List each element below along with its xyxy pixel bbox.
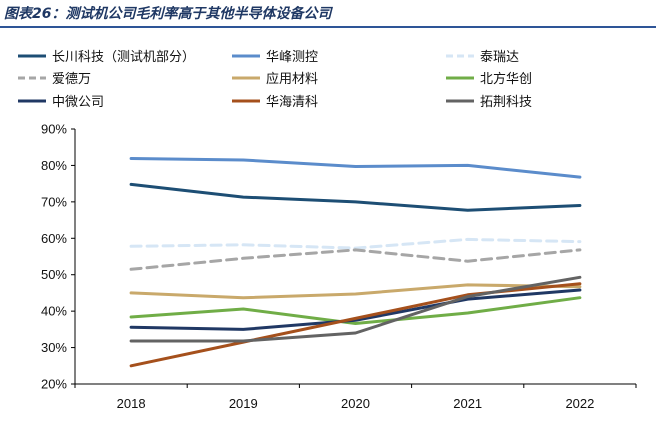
- legend-item: 长川科技（测试机部分）: [18, 50, 195, 65]
- legend-item: 应用材料: [232, 71, 318, 87]
- legend-label: 北方华创: [480, 71, 532, 87]
- legend-label: 爱德万: [52, 72, 91, 87]
- x-tick-label: 2018: [117, 396, 146, 411]
- x-axis: 2018 2019 2020 2021 2022: [74, 383, 637, 411]
- y-tick-label: 20%: [41, 377, 67, 392]
- title-rule: [0, 26, 656, 28]
- y-tick-label: 70%: [41, 194, 67, 209]
- legend-label: 华海清科: [266, 95, 318, 110]
- y-axis: 90% 80% 70% 60% 50% 40% 30% 20%: [41, 122, 76, 392]
- legend-item: 华海清科: [232, 95, 318, 110]
- legend-label: 中微公司: [52, 95, 104, 110]
- legend-item: 华峰测控: [232, 50, 318, 65]
- x-tick-label: 2020: [341, 396, 370, 411]
- series-line: [129, 296, 582, 325]
- x-tick-label: 2021: [453, 396, 482, 411]
- y-tick-label: 60%: [41, 231, 67, 246]
- y-tick-label: 30%: [41, 340, 67, 355]
- legend-label: 泰瑞达: [480, 50, 519, 65]
- legend-item: 爱德万: [18, 72, 91, 87]
- legend-label: 长川科技（测试机部分）: [52, 50, 195, 65]
- series-line: [129, 283, 582, 300]
- series-line: [129, 182, 582, 212]
- series-line: [129, 275, 582, 343]
- series-line: [129, 288, 582, 331]
- legend-item: 北方华创: [446, 71, 532, 87]
- legend-label: 拓荆科技: [480, 94, 532, 110]
- series-lines: [129, 157, 582, 368]
- x-tick-label: 2022: [565, 396, 594, 411]
- legend-item: 泰瑞达: [446, 50, 519, 65]
- y-tick-label: 80%: [41, 158, 67, 173]
- legend-item: 拓荆科技: [446, 94, 532, 110]
- legend-item: 中微公司: [18, 95, 104, 110]
- y-tick-label: 90%: [41, 122, 67, 137]
- x-tick-label: 2019: [229, 396, 258, 411]
- legend-label: 华峰测控: [266, 50, 318, 65]
- y-tick-label: 40%: [41, 304, 67, 319]
- series-line: [129, 237, 582, 250]
- y-tick-label: 50%: [41, 267, 67, 282]
- figure-title: 图表26：测试机公司毛利率高于其他半导体设备公司: [4, 6, 332, 22]
- series-line: [129, 248, 582, 271]
- series-line: [129, 157, 582, 179]
- legend-label: 应用材料: [266, 71, 318, 87]
